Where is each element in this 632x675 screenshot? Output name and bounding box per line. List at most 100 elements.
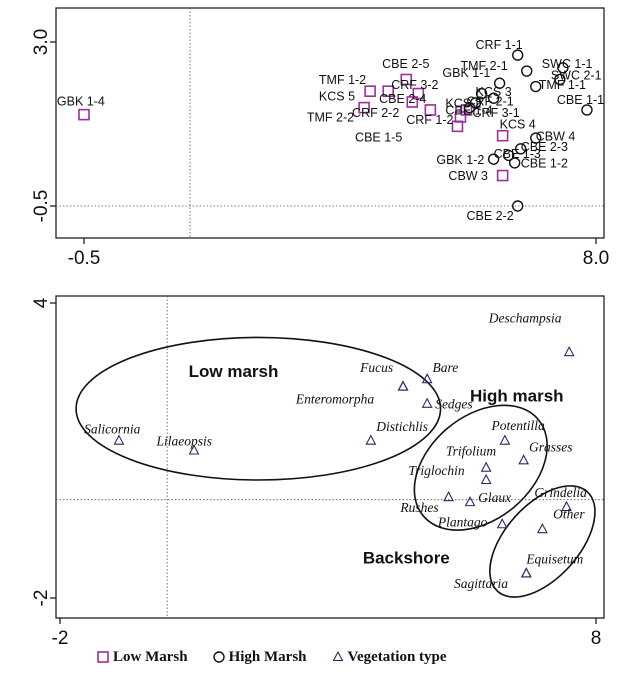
y-tick-label: -0.5 <box>31 190 52 223</box>
point-label-cbe-1-1: CBE 1-1 <box>557 93 604 107</box>
point-swc-1-1 <box>557 62 569 74</box>
point-salicornia <box>113 434 125 445</box>
point-label-crf-3-2: CRF 3-2 <box>391 78 438 92</box>
plot-frame <box>55 295 605 619</box>
point-grindelia <box>561 500 572 512</box>
point-crf-3-1 <box>460 104 473 116</box>
x-tick-label: -2 <box>52 628 69 649</box>
point-label-grindelia: Grindelia <box>534 485 587 500</box>
point-crf-2-2 <box>424 104 437 116</box>
point-label-tmf-1-2: TMF 1-2 <box>319 73 366 87</box>
point-label-swc-2-1: SWC 2-1 <box>551 68 602 82</box>
group-ellipse-backshore <box>489 485 596 598</box>
point-plantago <box>496 518 508 529</box>
point-label-gbk-1-1: GBK 1-1 <box>442 66 490 80</box>
point-gbk-1-1 <box>493 77 506 89</box>
group-label-backshore: Backshore <box>363 549 450 568</box>
point-trifolium <box>480 461 492 472</box>
point-tmf-1-1 <box>530 80 542 93</box>
point-label-kcs-3: KCS 3 <box>476 85 512 99</box>
point-label-cbe-1-2: CBE 1-2 <box>521 157 568 171</box>
point-label-sedges: Sedges <box>435 397 473 412</box>
point-cbe-1-2 <box>508 157 521 169</box>
point-label-grasses: Grasses <box>529 439 573 454</box>
point-other <box>536 522 548 534</box>
legend-item-vegetation-type: Vegetation type <box>331 649 447 666</box>
point-cbe-1-3 <box>502 149 515 162</box>
point-cbw-4 <box>530 132 542 144</box>
point-crf-1-1 <box>511 49 524 61</box>
x-tick-label: 8 <box>591 628 602 649</box>
point-label-crf-3-1: CRF 3-1 <box>473 106 520 120</box>
point-label-kcs-5: KCS 5 <box>319 90 355 104</box>
point-label-crf-1-2: CRF 1-2 <box>406 113 453 127</box>
point-kcs-5 <box>364 85 376 97</box>
point-label-swc-1-1: SWC 1-1 <box>542 57 593 71</box>
legend-label: Vegetation type <box>347 648 447 665</box>
legend: Low Marsh High Marsh Vegetation type <box>96 646 471 668</box>
point-glaux <box>464 495 476 507</box>
point-label-bare: Bare <box>433 360 459 375</box>
point-fucus <box>397 380 409 391</box>
point-crf-2-1 <box>487 92 500 104</box>
point-cbe-2-4 <box>406 96 419 108</box>
point-label-cbe-1-5: CBE 1-5 <box>355 130 402 144</box>
point-label-salicornia: Salicornia <box>84 421 140 436</box>
point-equisetum <box>520 567 532 578</box>
point-bare <box>421 373 433 384</box>
point-kcs-4 <box>496 129 509 142</box>
point-kcs-3 <box>475 87 488 100</box>
point-rushes <box>443 491 455 502</box>
point-label-glaux: Glaux <box>478 490 511 505</box>
point-label-crf-2-1: CRF 2-1 <box>466 94 513 108</box>
point-label-tmf-2-2: TMF 2-2 <box>307 111 354 125</box>
point-label-potentilla: Potentilla <box>490 418 544 433</box>
point-label-equisetum: Equisetum <box>525 552 583 567</box>
point-gbk-1-4 <box>78 108 90 121</box>
legend-square-icon <box>97 651 109 663</box>
point-lilaeopsis <box>188 444 200 455</box>
point-cbe-2-2 <box>511 200 524 212</box>
point-sagittaria <box>520 567 532 578</box>
point-label-triglochin: Triglochin <box>408 463 465 478</box>
legend-triangle-icon <box>332 650 343 662</box>
point-label-tmf-2-1: TMF 2-1 <box>460 59 507 73</box>
point-label-rushes: Rushes <box>399 500 438 515</box>
y-tick-label: -2 <box>31 590 52 607</box>
point-label-tmf-1-1: TMF 1-1 <box>539 78 586 92</box>
legend-marker-circle <box>212 651 225 663</box>
group-ellipse-high-marsh <box>413 404 548 531</box>
point-label-cbw-3: CBW 3 <box>448 169 488 183</box>
legend-label: Low Marsh <box>113 648 188 665</box>
point-tmf-2-2 <box>358 101 370 114</box>
point-tmf-1-2 <box>382 85 394 97</box>
point-label-deschampsia: Deschampsia <box>488 311 562 326</box>
legend-item-low-marsh: Low Marsh <box>96 649 188 666</box>
point-deschampsia <box>563 345 575 357</box>
point-label-cbe-2-4: CBE 2-4 <box>379 92 426 106</box>
legend-marker-square <box>97 651 109 663</box>
point-tmf-2-1 <box>521 65 533 77</box>
x-tick-label: -0.5 <box>68 248 101 269</box>
point-sedges <box>421 397 433 408</box>
legend-marker-triangle <box>332 650 343 662</box>
point-label-sagittaria: Sagittaria <box>454 576 508 591</box>
point-cbw-3 <box>496 169 509 182</box>
point-swc-2-1 <box>554 73 566 86</box>
point-label-gbk-1-2: GBK 1-2 <box>436 153 484 167</box>
point-label-cbw-4: CBW 4 <box>536 129 576 143</box>
point-label-cbe-1-3: CBE 1-3 <box>494 147 541 161</box>
point-cbe-2-3 <box>515 143 527 155</box>
point-distichlis <box>365 434 377 445</box>
group-ellipse-low-marsh <box>75 336 442 481</box>
legend-circle-icon <box>212 651 225 663</box>
point-label-crf-1-1: CRF 1-1 <box>476 38 523 52</box>
point-label-trifolium: Trifolium <box>446 443 497 458</box>
point-gbk-1-2 <box>487 153 500 165</box>
point-cbe-1-5 <box>451 120 464 133</box>
point-label-fucus: Fucus <box>359 360 393 375</box>
legend-item-high-marsh: High Marsh <box>212 649 307 666</box>
group-label-low-marsh: Low marsh <box>189 362 279 381</box>
